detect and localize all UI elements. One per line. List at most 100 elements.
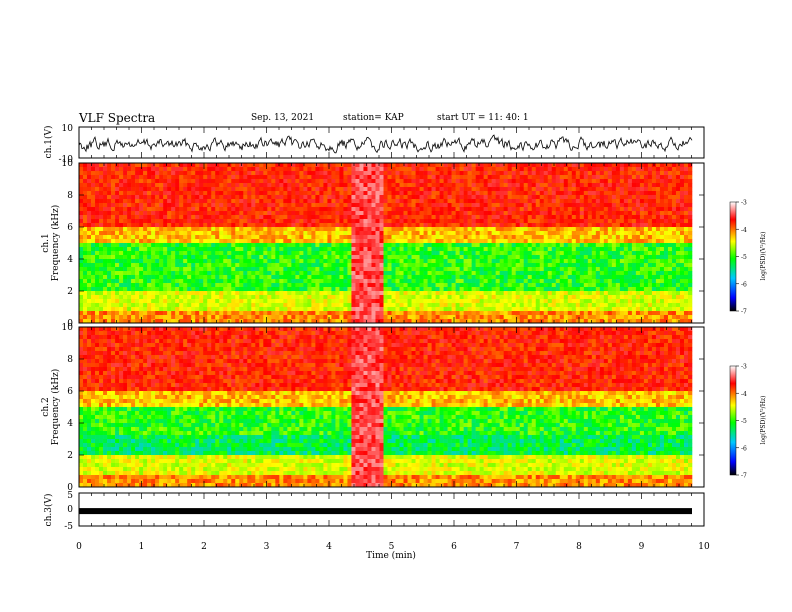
spectrogram-cell	[287, 167, 292, 172]
spectrogram-cell	[363, 215, 368, 220]
spectrogram-cell	[367, 195, 372, 200]
spectrogram-cell	[263, 191, 268, 196]
spectrogram-cell	[375, 251, 380, 256]
spectrogram-cell	[503, 303, 508, 308]
spectrogram-cell	[323, 175, 328, 180]
spectrogram-cell	[251, 183, 256, 188]
spectrogram-cell	[251, 307, 256, 312]
spectrogram-cell	[147, 291, 152, 296]
spectrogram-cell	[167, 263, 172, 268]
spectrogram-cell	[263, 215, 268, 220]
spectrogram-cell	[431, 299, 436, 304]
spectrogram-cell	[127, 255, 132, 260]
spectrogram-cell	[191, 259, 196, 264]
spectrogram-cell	[407, 247, 412, 252]
spectrogram-cell	[131, 287, 136, 292]
spectrogram-cell	[323, 195, 328, 200]
spectrogram-cell	[283, 255, 288, 260]
spectrogram-cell	[195, 219, 200, 224]
spectrogram-cell	[135, 295, 140, 300]
spectrogram-cell	[87, 207, 92, 212]
spectrogram-cell	[103, 187, 108, 192]
spectrogram-cell	[451, 227, 456, 232]
spectrogram-cell	[83, 271, 88, 276]
spectrogram-cell	[275, 219, 280, 224]
spectrogram-cell	[487, 299, 492, 304]
spectrogram-cell	[91, 303, 96, 308]
spectrogram-cell	[343, 255, 348, 260]
spectrogram-cell	[111, 195, 116, 200]
spectrogram-cell	[303, 283, 308, 288]
spectrogram-cell	[559, 295, 565, 300]
spectrogram-cell	[379, 295, 384, 300]
spectrogram-cell	[227, 295, 232, 300]
spectrogram-cell	[207, 203, 212, 208]
spectrogram-cell	[231, 203, 236, 208]
spectrogram-cell	[303, 195, 308, 200]
spectrogram-cell	[395, 299, 400, 304]
spectrogram-cell	[279, 275, 284, 280]
spectrogram-cell	[503, 235, 508, 240]
spectrogram-cell	[483, 163, 488, 168]
spectrogram-cell	[275, 267, 280, 272]
spectrogram-cell	[119, 267, 124, 272]
spectrogram-cell	[423, 299, 428, 304]
spectrogram-cell	[111, 259, 116, 264]
spectrogram-cell	[359, 207, 364, 212]
spectrogram-cell	[103, 211, 108, 216]
spectrogram-cell	[387, 291, 392, 296]
spectrogram-cell	[387, 283, 392, 288]
spectrogram-cell	[315, 179, 320, 184]
spectrogram-cell	[331, 227, 336, 232]
spectrogram-cell	[395, 235, 400, 240]
spectrogram-cell	[223, 203, 228, 208]
spectrogram-cell	[379, 307, 384, 312]
spectrogram-cell	[347, 219, 352, 224]
spectrogram-cell	[279, 231, 284, 236]
spectrogram-cell	[475, 191, 480, 196]
spectrogram-cell	[111, 191, 116, 196]
spectrogram-cell	[459, 271, 464, 276]
date-label: Sep. 13, 2021	[251, 113, 315, 123]
spectrogram-cell	[351, 167, 356, 172]
spectrogram-cell	[211, 271, 216, 276]
spectrogram-cell	[167, 295, 172, 300]
spectrogram-cell	[543, 287, 549, 292]
spectrogram-cell	[271, 303, 276, 308]
spectrogram-cell	[79, 251, 84, 256]
spectrogram-cell	[415, 195, 420, 200]
spectrogram-cell	[143, 259, 148, 264]
spectrogram-cell	[403, 275, 408, 280]
spectrogram-cell	[443, 199, 448, 204]
spectrogram-cell	[491, 171, 496, 176]
spectrogram-cell	[367, 223, 372, 228]
spectrogram-cell	[503, 239, 508, 244]
spectrogram-cell	[531, 219, 537, 224]
spectrogram-cell	[307, 215, 312, 220]
spectrogram-cell	[327, 239, 332, 244]
spectrogram-cell	[507, 291, 513, 296]
spectrogram-cell	[487, 215, 492, 220]
spectrogram-cell	[543, 307, 549, 312]
spectrogram-cell	[227, 247, 232, 252]
spectrogram-cell	[435, 199, 440, 204]
spectrogram-cell	[359, 295, 364, 300]
spectrogram-cell	[143, 179, 148, 184]
spectrogram-cell	[491, 223, 496, 228]
spectrogram-cell	[335, 183, 340, 188]
spectrogram-cell	[547, 279, 553, 284]
spectrogram-cell	[315, 287, 320, 292]
spectrogram-cell	[387, 267, 392, 272]
spectrogram-cell	[475, 275, 480, 280]
spectrogram-cell	[83, 207, 88, 212]
spectrogram-cell	[275, 227, 280, 232]
spectrogram-cell	[379, 195, 384, 200]
spectrogram-cell	[547, 203, 553, 208]
spectrogram-cell	[515, 175, 521, 180]
spectrogram-cell	[535, 267, 541, 272]
spectrogram-cell	[239, 191, 244, 196]
spectrogram-cell	[567, 295, 573, 300]
spectrogram-cell	[463, 211, 468, 216]
spectrogram-cell	[131, 291, 136, 296]
spectrogram-cell	[475, 195, 480, 200]
